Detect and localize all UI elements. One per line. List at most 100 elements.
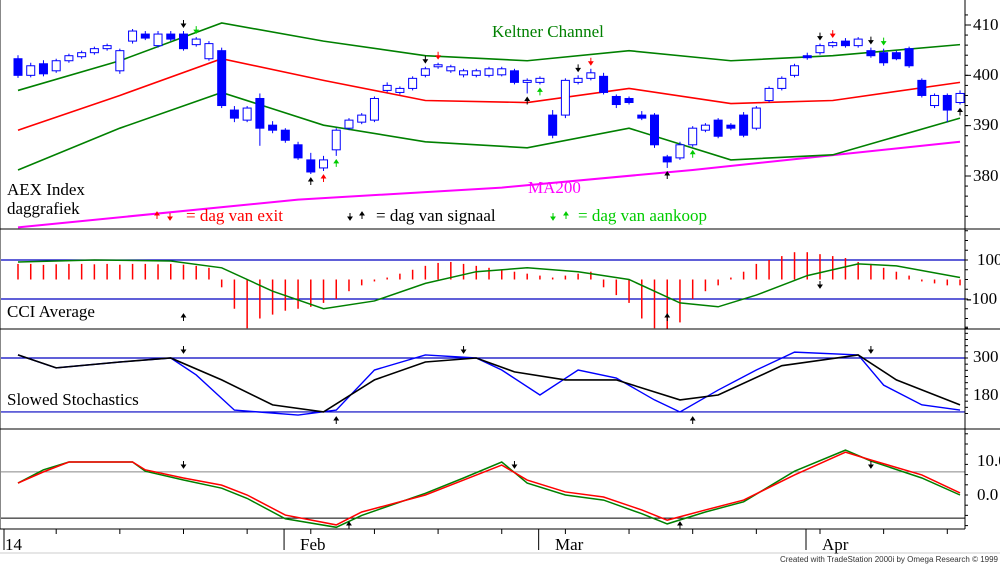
price-panel-subtitle: daggrafiek — [7, 199, 80, 218]
candle-down — [599, 75, 609, 93]
signal-arrow-icon — [180, 20, 187, 28]
signal-arrow-icon — [333, 416, 340, 424]
legend-signal-arrow-icon — [347, 213, 353, 221]
exit-arrow-icon — [829, 30, 836, 39]
candle-up — [764, 87, 774, 101]
candle-up — [459, 70, 469, 76]
candle-up — [586, 72, 596, 79]
buy-arrow-icon — [333, 158, 340, 167]
candle-up — [446, 66, 456, 72]
stoch-panel — [0, 346, 965, 424]
legend-buy-arrow-icon — [550, 213, 556, 221]
ma200-line — [17, 140, 961, 229]
signal-arrow-icon — [867, 346, 874, 354]
signal-arrow-icon — [346, 521, 352, 529]
candle-down — [866, 50, 876, 57]
candle-down — [38, 63, 48, 75]
cci-panel — [0, 252, 965, 329]
candle-down — [306, 159, 316, 173]
keltner-lower-line — [17, 91, 961, 171]
exit-arrow-icon — [435, 51, 442, 60]
candle-down — [650, 114, 659, 146]
candle-down — [637, 114, 647, 119]
candle-up — [408, 77, 418, 89]
buy-arrow-icon — [689, 149, 696, 158]
candle-up — [777, 77, 787, 89]
signal-arrow-icon — [180, 313, 187, 321]
legend-signal-arrow-icon — [359, 211, 365, 219]
keltner-upper-line — [17, 22, 961, 92]
candle-up — [688, 127, 698, 146]
candle-up — [357, 114, 367, 123]
candle-up — [573, 77, 583, 83]
candle-up — [344, 119, 354, 129]
signal-arrow-icon — [422, 55, 429, 64]
keltner-mid-line — [17, 57, 961, 131]
cci-tick-100: 100 — [977, 250, 1000, 269]
candle-up — [102, 45, 112, 50]
footer-credit: Created with TradeStation 2000i by Omega… — [779, 555, 998, 564]
candle-down — [904, 48, 914, 67]
stoch-panel-title: Slowed Stochastics — [7, 390, 139, 409]
candle-up — [331, 129, 341, 151]
signal-arrow-icon — [460, 346, 467, 354]
signal-arrow-icon — [511, 461, 518, 469]
candle-down — [293, 144, 303, 159]
candle-down — [255, 97, 265, 129]
candle-down — [13, 58, 23, 76]
x-tick-mar: Mar — [555, 535, 584, 554]
candle-up — [115, 50, 125, 72]
candle-up — [369, 97, 379, 121]
candle-down — [840, 40, 850, 47]
cci-average-line — [17, 259, 961, 310]
signal-arrow-icon — [524, 96, 531, 105]
stoch-fast-line — [17, 351, 961, 416]
signal-arrow-icon — [575, 64, 582, 73]
candle-up — [77, 52, 87, 58]
candle-up — [191, 38, 201, 46]
candle-up — [930, 94, 940, 107]
candle-up — [853, 38, 863, 47]
exit-arrow-icon — [320, 174, 327, 182]
bottom-green-line — [17, 449, 961, 529]
y-tick-400: 400 — [973, 65, 999, 84]
bottom-tick-0: 0.0 — [977, 485, 999, 504]
x-tick-14: 14 — [5, 535, 22, 554]
candle-down — [548, 114, 558, 136]
signal-arrow-icon — [817, 281, 823, 289]
signal-arrow-icon — [867, 461, 874, 469]
candle-down — [611, 95, 621, 106]
signal-arrow-icon — [957, 107, 963, 116]
bottom-red-line — [17, 451, 961, 526]
candle-up — [815, 45, 825, 54]
candle-down — [509, 70, 519, 83]
candle-down — [140, 33, 150, 39]
candle-up — [751, 107, 761, 129]
legend-buy: = dag van aankoop — [578, 206, 708, 225]
price-panel-title: AEX Index — [7, 180, 85, 199]
candle-up — [395, 87, 405, 93]
candle-up — [828, 42, 838, 47]
candle-up — [319, 159, 329, 169]
candle-down — [229, 109, 239, 119]
signal-arrow-icon — [867, 36, 874, 45]
x-tick-apr: Apr — [822, 535, 849, 554]
bottom-tick-10: 10.0 — [977, 451, 1000, 470]
candle-up — [242, 107, 252, 121]
candle-up — [560, 79, 570, 116]
y-tick-410: 410 — [973, 15, 999, 34]
legend-exit: = dag van exit — [186, 206, 283, 225]
bottom-panel — [0, 449, 965, 529]
signal-arrow-icon — [677, 521, 683, 529]
candle-up — [535, 77, 545, 83]
buy-arrow-icon — [536, 87, 543, 96]
buy-arrow-icon — [880, 37, 887, 46]
candle-up — [497, 68, 507, 76]
cci-panel-title: CCI Average — [7, 302, 95, 321]
candle-up — [522, 79, 532, 83]
candle-down — [942, 94, 952, 111]
candle-up — [204, 43, 214, 60]
stoch-tick-180: 180 — [973, 385, 999, 404]
candle-down — [726, 124, 736, 129]
